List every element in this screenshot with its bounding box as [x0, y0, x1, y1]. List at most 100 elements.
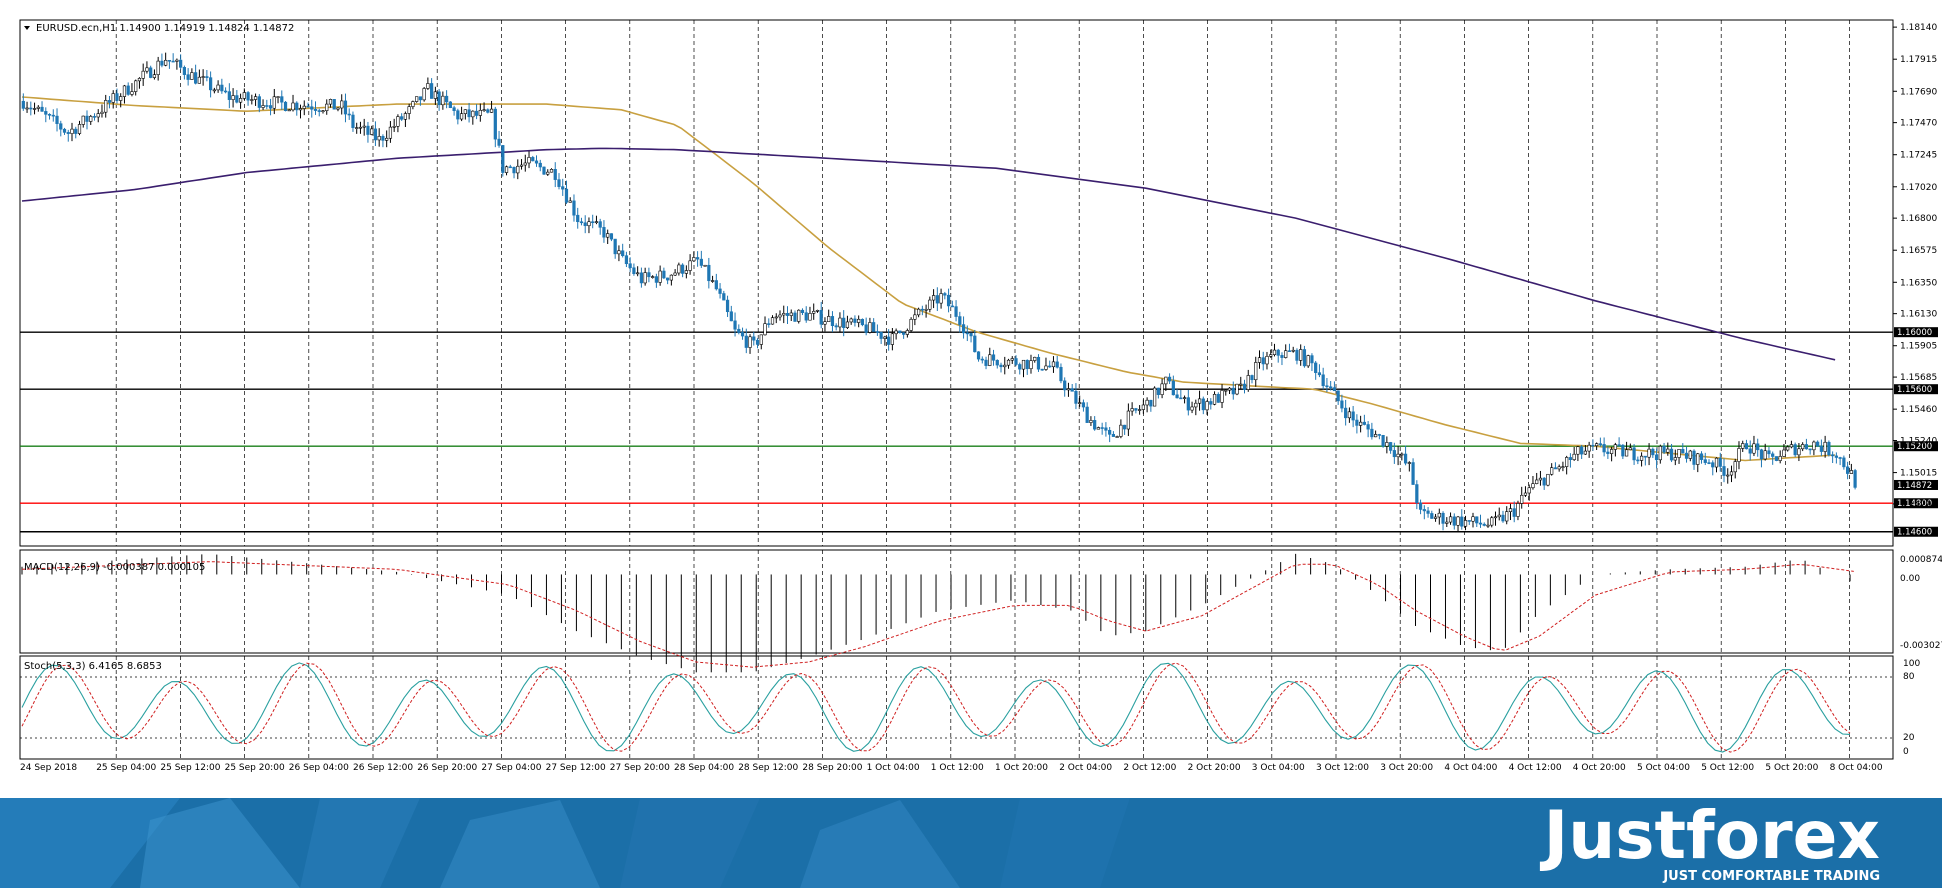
- moving-averages: [21, 96, 1836, 462]
- candle-body: [587, 221, 591, 227]
- candle-body: [1250, 375, 1254, 381]
- candle-body: [25, 107, 29, 110]
- candle-body: [1156, 387, 1160, 395]
- candle-body: [92, 116, 97, 118]
- candle-body: [512, 166, 516, 174]
- candle-body: [1726, 474, 1730, 477]
- stoch-tick-label: 20: [1903, 733, 1915, 743]
- candle-body: [1265, 356, 1269, 365]
- candle-body: [175, 59, 179, 62]
- candle-body: [1460, 516, 1464, 527]
- candle-body: [1707, 462, 1711, 464]
- candle-body: [1823, 441, 1827, 452]
- candle-body: [227, 91, 231, 100]
- candle-body: [894, 330, 898, 335]
- candle-body: [81, 115, 85, 125]
- candle-body: [1669, 448, 1674, 461]
- candle-body: [939, 293, 943, 304]
- candle-body: [1478, 522, 1483, 525]
- candle-body: [1340, 400, 1344, 409]
- candle-body: [1621, 444, 1625, 457]
- candle-body: [32, 108, 37, 110]
- candle-body: [1523, 492, 1528, 496]
- level-tag-label: 1.16000: [1897, 328, 1932, 338]
- time-label: 3 Oct 12:00: [1316, 763, 1369, 773]
- candle-body: [1089, 420, 1093, 423]
- candle-body: [1254, 362, 1258, 381]
- candle-body: [1362, 421, 1366, 425]
- candle-body: [1355, 419, 1359, 426]
- candle-body: [1568, 457, 1573, 460]
- candle-body: [834, 325, 838, 328]
- candle-body: [714, 280, 718, 290]
- candle-body: [235, 95, 239, 103]
- candle-body: [782, 313, 786, 316]
- candle-body: [680, 264, 685, 274]
- candle-body: [1381, 435, 1385, 447]
- candle-body: [1797, 448, 1801, 456]
- collapse-triangle-icon[interactable]: [24, 26, 30, 30]
- candle-body: [1407, 462, 1411, 464]
- candle-body: [643, 272, 647, 284]
- candle-body: [729, 311, 733, 322]
- level-tag: [1894, 441, 1938, 452]
- candle-body: [534, 160, 539, 164]
- candle-body: [377, 136, 381, 141]
- candle-body: [1374, 434, 1378, 438]
- candle-body: [448, 101, 452, 109]
- candle-body: [1321, 374, 1325, 387]
- candle-body: [1497, 514, 1501, 518]
- candle-body: [1359, 421, 1363, 426]
- candle-body: [1662, 446, 1666, 453]
- candle-body: [1224, 389, 1228, 392]
- candle-body: [688, 260, 692, 271]
- candle-body: [197, 76, 201, 84]
- time-label: 2 Oct 20:00: [1188, 763, 1241, 773]
- candle-body: [905, 330, 909, 335]
- candle-body: [1816, 441, 1820, 447]
- candle-body: [1096, 427, 1101, 430]
- candle-body: [141, 70, 145, 79]
- price-pane: 1.16000 1.15600 1.15200 1.14800 1.14600 1.148…: [19, 19, 1938, 760]
- candle-body: [1613, 444, 1617, 450]
- candle-body: [467, 109, 471, 118]
- candle-body: [1782, 449, 1786, 457]
- candle-body: [295, 102, 299, 111]
- candle-body: [59, 123, 63, 130]
- candle-body: [868, 322, 872, 333]
- candle-body: [1748, 448, 1752, 454]
- candle-body: [1834, 455, 1838, 458]
- level-tag-label: 1.15200: [1897, 442, 1932, 452]
- candle-body: [1317, 372, 1322, 376]
- candle-body: [1774, 456, 1779, 461]
- candle-body: [609, 233, 614, 240]
- candle-body: [1078, 402, 1082, 404]
- candle-body: [130, 91, 134, 95]
- candle-body: [388, 126, 393, 139]
- candle-body: [280, 96, 284, 103]
- candle-body: [160, 60, 164, 66]
- candle-body: [29, 107, 33, 110]
- candle-body: [1347, 411, 1352, 419]
- candle-body: [1703, 459, 1707, 463]
- candle-body: [1666, 448, 1670, 453]
- candle-body: [355, 127, 359, 129]
- candle-body: [1793, 444, 1797, 456]
- candle-body: [1505, 511, 1509, 522]
- candle-body: [1239, 383, 1243, 386]
- candle-body: [1553, 467, 1558, 470]
- candle-body: [557, 179, 561, 187]
- candle-body: [1804, 444, 1809, 450]
- candle-body: [430, 83, 434, 99]
- candle-body: [845, 321, 850, 328]
- time-label: 26 Sep 12:00: [353, 763, 413, 773]
- candle-body: [1111, 434, 1116, 437]
- candle-body: [482, 109, 486, 111]
- candle-body: [1516, 503, 1520, 517]
- candle-body: [444, 95, 449, 103]
- candle-body: [815, 310, 820, 312]
- candle-body: [126, 85, 130, 95]
- candle-body: [748, 336, 752, 348]
- candle-body: [984, 359, 988, 366]
- candle-body: [1021, 359, 1026, 370]
